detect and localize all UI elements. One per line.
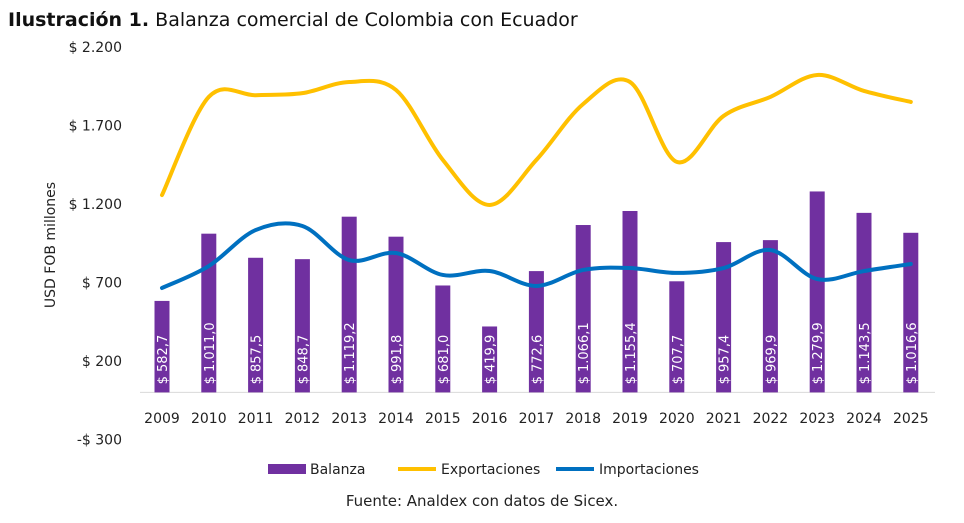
bar-data-label: $ 857,5	[250, 335, 265, 385]
source-note: Fuente: Analdex con datos de Sicex.	[345, 492, 619, 510]
x-tick-label: 2022	[753, 411, 789, 427]
bar-balanza	[248, 257, 264, 393]
x-tick-label: 2009	[144, 411, 180, 427]
bar-data-label: $ 1.119,2	[343, 322, 358, 384]
chart-title: Ilustración 1. Balanza comercial de Colo…	[8, 9, 578, 31]
x-tick-label: 2018	[565, 411, 601, 427]
bar-data-label: $ 991,8	[390, 335, 405, 385]
x-tick-label: 2017	[519, 411, 555, 427]
bar-balanza	[809, 191, 825, 393]
bar-data-label: $ 419,9	[484, 335, 499, 385]
x-tick-label: 2015	[425, 411, 461, 427]
y-tick-label: $ 1.700	[69, 119, 122, 135]
bar-data-label: $ 957,4	[718, 335, 733, 385]
bar-data-label: $ 1.279,9	[811, 322, 826, 384]
bar-data-label: $ 1.155,4	[624, 322, 639, 384]
bar-data-label: $ 582,7	[156, 335, 171, 385]
bar-balanza	[201, 233, 217, 393]
y-tick-label: $ 1.200	[69, 197, 122, 213]
y-tick-label: $ 200	[82, 354, 122, 370]
bar-data-label: $ 707,7	[671, 335, 686, 385]
bar-balanza	[154, 300, 170, 393]
bar-balanza	[482, 326, 498, 393]
x-tick-label: 2020	[659, 411, 695, 427]
x-tick-label: 2013	[331, 411, 367, 427]
bar-balanza	[762, 240, 778, 393]
x-tick-label: 2014	[378, 411, 414, 427]
x-tick-label: 2023	[799, 411, 835, 427]
bar-balanza	[294, 259, 310, 393]
bar-balanza	[903, 232, 919, 393]
y-tick-label: -$ 300	[77, 433, 122, 449]
bar-data-label: $ 772,6	[530, 335, 545, 385]
bar-balanza	[669, 281, 685, 393]
y-tick-label: $ 2.200	[69, 40, 122, 56]
bar-balanza	[575, 225, 591, 393]
x-tick-label: 2010	[191, 411, 227, 427]
bar-balanza	[622, 211, 638, 393]
bar-data-label: $ 1.066,1	[577, 322, 592, 384]
title-bold: Ilustración 1.	[8, 9, 150, 31]
bar-data-label: $ 1.016,6	[905, 322, 920, 384]
line-exportaciones	[160, 72, 913, 207]
x-tick-label: 2012	[285, 411, 321, 427]
bar-data-label: $ 1.143,5	[858, 322, 873, 384]
x-tick-label: 2021	[706, 411, 742, 427]
title-text: Balanza comercial de Colombia con Ecuado…	[155, 9, 578, 31]
legend-label-importaciones: Importaciones	[599, 462, 699, 478]
x-tick-label: 2019	[612, 411, 648, 427]
bar-balanza	[528, 271, 544, 393]
y-tick-label: $ 700	[82, 276, 122, 292]
y-axis-label: USD FOB millones	[43, 182, 59, 308]
legend-label-exportaciones: Exportaciones	[441, 462, 540, 478]
bar-balanza	[856, 212, 872, 393]
bar-balanza	[716, 242, 732, 393]
legend-label-balanza: Balanza	[310, 462, 365, 478]
bar-balanza	[435, 285, 451, 393]
legend-swatch-balanza	[268, 464, 306, 474]
x-tick-label: 2025	[893, 411, 929, 427]
bar-data-label: $ 969,9	[764, 335, 779, 385]
line-importaciones	[160, 221, 913, 290]
x-tick-label: 2011	[238, 411, 274, 427]
x-tick-label: 2024	[846, 411, 882, 427]
bar-data-label: $ 848,7	[296, 335, 311, 385]
bar-balanza	[388, 236, 404, 393]
bar-data-label: $ 1.011,0	[203, 322, 218, 384]
x-tick-label: 2016	[472, 411, 508, 427]
bar-data-label: $ 681,0	[437, 335, 452, 385]
